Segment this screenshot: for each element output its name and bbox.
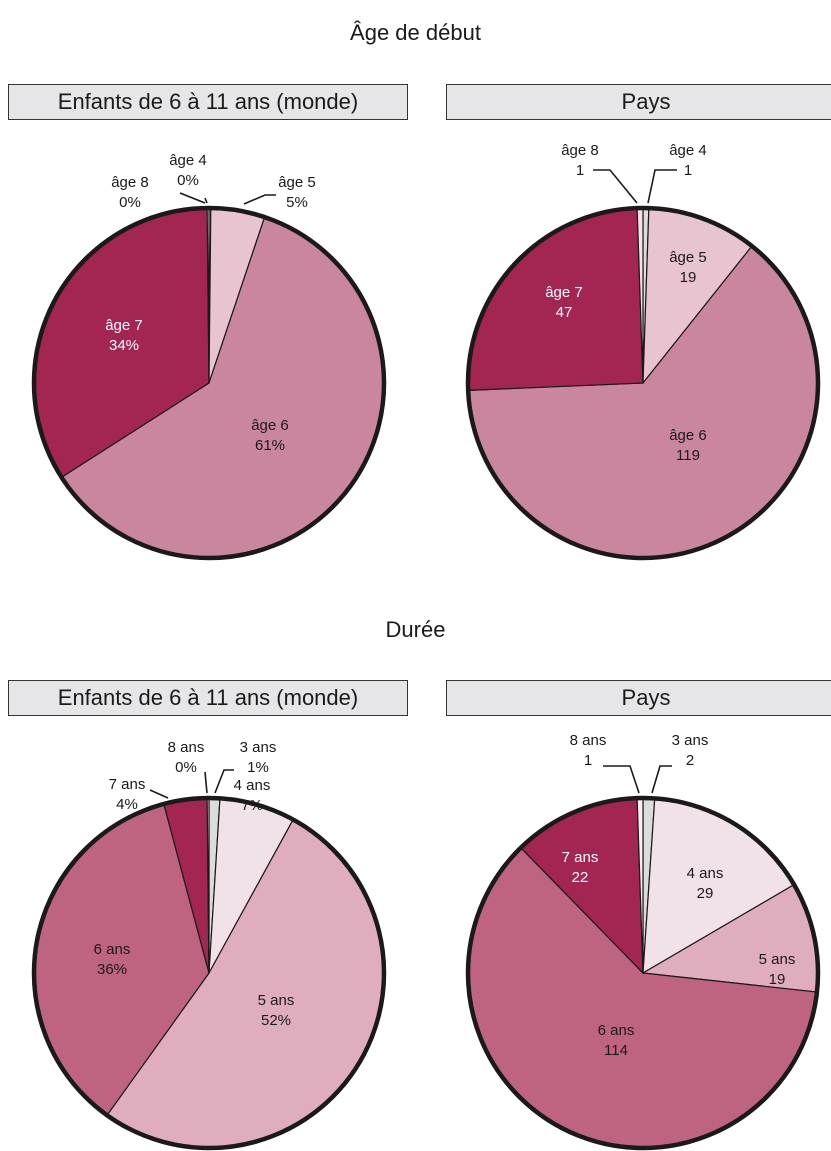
- section-title-duree: Durée: [385, 617, 446, 642]
- leader-line-age-4: [647, 169, 677, 204]
- slice-label-age-7: âge 7: [105, 317, 143, 334]
- slice-label-5-ans: 5 ans: [258, 992, 295, 1009]
- slice-label-3-ans: 3 ans: [240, 739, 277, 756]
- slice-label-5-ans: 5 ans: [759, 951, 796, 968]
- slice-label-6-ans: 6 ans: [598, 1022, 635, 1039]
- slice-value-age-5: 19: [680, 269, 697, 286]
- slice-value-4-ans: 7%: [241, 797, 263, 814]
- slice-value-3-ans: 2: [686, 752, 694, 769]
- slice-label-age-6: âge 6: [251, 417, 289, 434]
- slice-label-age-6: âge 6: [669, 427, 707, 444]
- panel-header-world-age: Enfants de 6 à 11 ans (monde): [8, 84, 408, 120]
- leader-line-3-ans: [214, 769, 234, 794]
- slice-value-5-ans: 52%: [261, 1012, 291, 1029]
- slice-value-age-7: 47: [556, 304, 573, 321]
- section-title-age-debut: Âge de début: [350, 20, 481, 45]
- slice-value-7-ans: 4%: [116, 796, 138, 813]
- slice-label-age-5: âge 5: [278, 174, 316, 191]
- slice-label-3-ans: 3 ans: [672, 732, 709, 749]
- leader-line-age-5: [243, 194, 276, 205]
- slice-value-6-ans: 36%: [97, 961, 127, 978]
- slice-value-4-ans: 29: [697, 885, 714, 902]
- leader-line-age-8: [179, 192, 206, 204]
- slice-value-age-6: 119: [676, 447, 700, 464]
- slice-label-age-7: âge 7: [545, 284, 583, 301]
- slice-value-7-ans: 22: [572, 869, 589, 886]
- pie-outline: [465, 205, 821, 561]
- leader-line-age-8: [593, 169, 638, 204]
- slice-label-8-ans: 8 ans: [570, 732, 607, 749]
- slice-value-3-ans: 1%: [247, 759, 269, 776]
- leader-line-3-ans: [651, 765, 672, 794]
- slice-label-4-ans: 4 ans: [234, 777, 271, 794]
- pie-outline: [31, 205, 387, 561]
- slice-label-age-8: âge 8: [561, 142, 599, 159]
- panel-header-country-age: Pays: [446, 84, 831, 120]
- slice-value-age-8: 0%: [119, 194, 141, 211]
- panel-header-country-duration: Pays: [446, 680, 831, 716]
- pie-outline: [31, 795, 387, 1151]
- slice-value-8-ans: 1: [584, 752, 592, 769]
- panel-header-world-duration: Enfants de 6 à 11 ans (monde): [8, 680, 408, 716]
- slice-label-7-ans: 7 ans: [562, 849, 599, 866]
- leader-line-8-ans: [603, 765, 640, 794]
- slice-label-4-ans: 4 ans: [687, 865, 724, 882]
- slice-value-age-5: 5%: [286, 194, 308, 211]
- slice-value-age-4: 1: [684, 162, 692, 179]
- slice-value-age-8: 1: [576, 162, 584, 179]
- leader-line-7-ans: [149, 789, 169, 799]
- slice-value-6-ans: 114: [604, 1042, 628, 1059]
- slice-value-age-7: 34%: [109, 337, 139, 354]
- slice-label-age-4: âge 4: [669, 142, 707, 159]
- slice-value-age-6: 61%: [255, 437, 285, 454]
- leader-line-8-ans: [204, 771, 208, 794]
- slice-value-age-4: 0%: [177, 172, 199, 189]
- slice-label-age-4: âge 4: [169, 152, 207, 169]
- pie-outline: [465, 795, 821, 1151]
- slice-label-age-5: âge 5: [669, 249, 707, 266]
- leader-line-age-4: [204, 197, 208, 204]
- slice-value-8-ans: 0%: [175, 759, 197, 776]
- slice-label-age-8: âge 8: [111, 174, 149, 191]
- slice-label-7-ans: 7 ans: [109, 776, 146, 793]
- slice-label-6-ans: 6 ans: [94, 941, 131, 958]
- slice-value-5-ans: 19: [769, 971, 786, 988]
- slice-label-8-ans: 8 ans: [168, 739, 205, 756]
